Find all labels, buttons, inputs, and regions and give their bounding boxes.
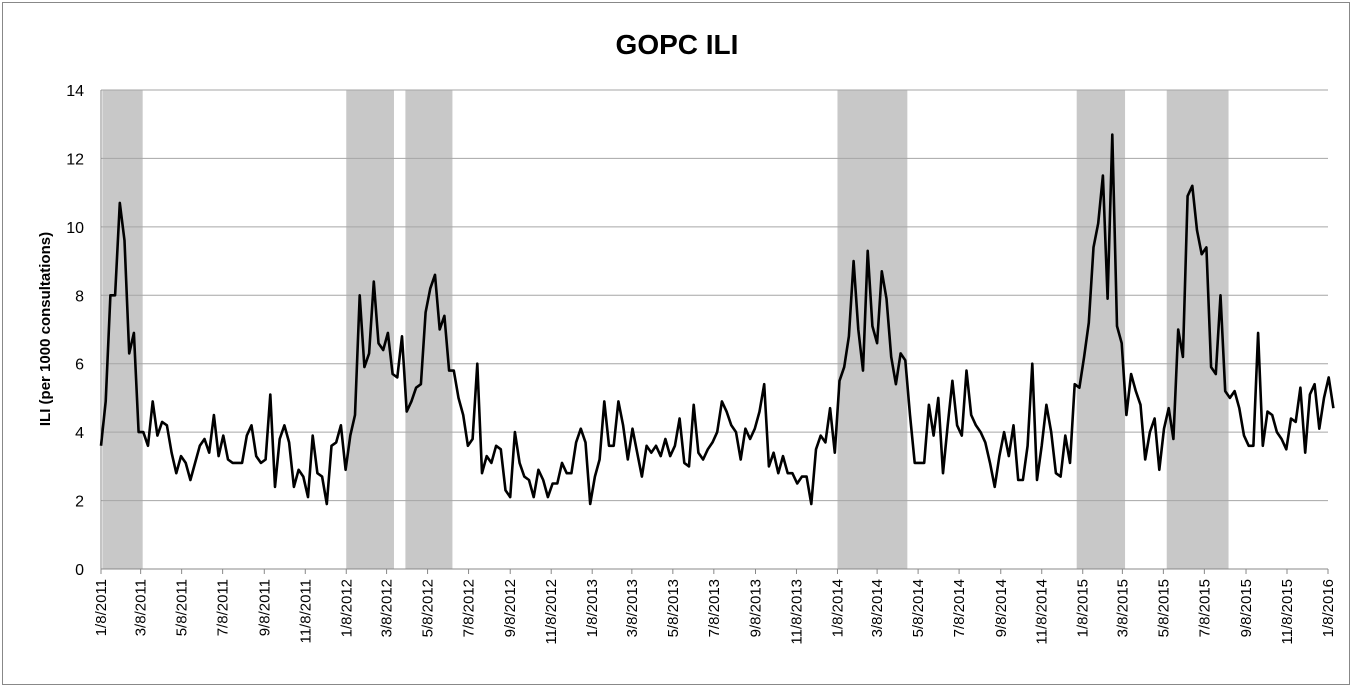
x-tick-label: 11/8/2012 xyxy=(543,579,560,645)
x-tick-label: 3/8/2013 xyxy=(624,579,641,637)
x-tick-label: 9/8/2012 xyxy=(502,579,519,637)
x-tick-label: 1/8/2012 xyxy=(338,579,355,637)
x-tick-label: 7/8/2012 xyxy=(461,579,478,637)
x-tick-label: 11/8/2011 xyxy=(297,579,314,644)
x-tick-label: 3/8/2011 xyxy=(133,579,150,636)
x-tick-label: 9/8/2013 xyxy=(747,579,764,637)
chart-title: GOPC ILI xyxy=(616,29,739,60)
axes xyxy=(100,90,1328,570)
y-tick-label: 8 xyxy=(75,288,84,305)
gridlines xyxy=(101,89,1328,502)
x-tick-label: 1/8/2011 xyxy=(93,579,110,636)
x-tick-label: 9/8/2014 xyxy=(993,579,1010,637)
y-tick-label: 12 xyxy=(66,151,84,168)
x-tick-label: 9/8/2011 xyxy=(256,579,273,636)
x-tick-label: 9/8/2015 xyxy=(1238,579,1255,637)
x-tick-label: 11/8/2015 xyxy=(1279,579,1296,645)
y-tick-label: 14 xyxy=(66,83,84,100)
x-tick-label: 11/8/2014 xyxy=(1034,579,1051,645)
x-tick-label: 1/8/2013 xyxy=(584,579,601,637)
series-layer xyxy=(99,133,1335,506)
x-tick-label: 7/8/2014 xyxy=(951,579,968,637)
x-tick-label: 5/8/2014 xyxy=(910,579,927,637)
x-tick-label: 1/8/2016 xyxy=(1320,579,1337,637)
y-tick-label: 6 xyxy=(75,357,84,374)
x-tick-label: 11/8/2013 xyxy=(788,579,805,645)
x-tick-label: 3/8/2015 xyxy=(1114,579,1131,637)
x-tick-label: 5/8/2012 xyxy=(420,579,437,637)
x-tick-label: 7/8/2015 xyxy=(1196,579,1213,637)
x-tick-labels: 1/8/2011 3/8/2011 5/8/2011 7/8/2011 9/8/2011… xyxy=(93,569,1337,645)
x-tick-label: 3/8/2014 xyxy=(869,579,886,637)
x-tick-label: 7/8/2013 xyxy=(706,579,723,637)
y-tick-labels: 0 2 4 6 8 10 12 14 xyxy=(66,83,84,579)
y-tick-label: 0 xyxy=(75,562,84,579)
y-axis-label: ILI (per 1000 consultations) xyxy=(37,232,54,426)
x-tick-label: 1/8/2014 xyxy=(829,579,846,637)
x-tick-label: 5/8/2011 xyxy=(174,579,191,636)
y-tick-label: 10 xyxy=(66,220,84,237)
x-tick-label: 5/8/2015 xyxy=(1155,579,1172,637)
y-tick-label: 4 xyxy=(75,425,84,442)
x-tick-label: 5/8/2013 xyxy=(665,579,682,637)
x-tick-label: 3/8/2012 xyxy=(379,579,396,637)
y-tick-label: 2 xyxy=(75,494,84,511)
x-tick-label: 7/8/2011 xyxy=(215,579,232,636)
shaded-periods xyxy=(102,90,1229,569)
x-tick-label: 1/8/2015 xyxy=(1075,579,1092,637)
ili-series-line xyxy=(99,133,1335,506)
